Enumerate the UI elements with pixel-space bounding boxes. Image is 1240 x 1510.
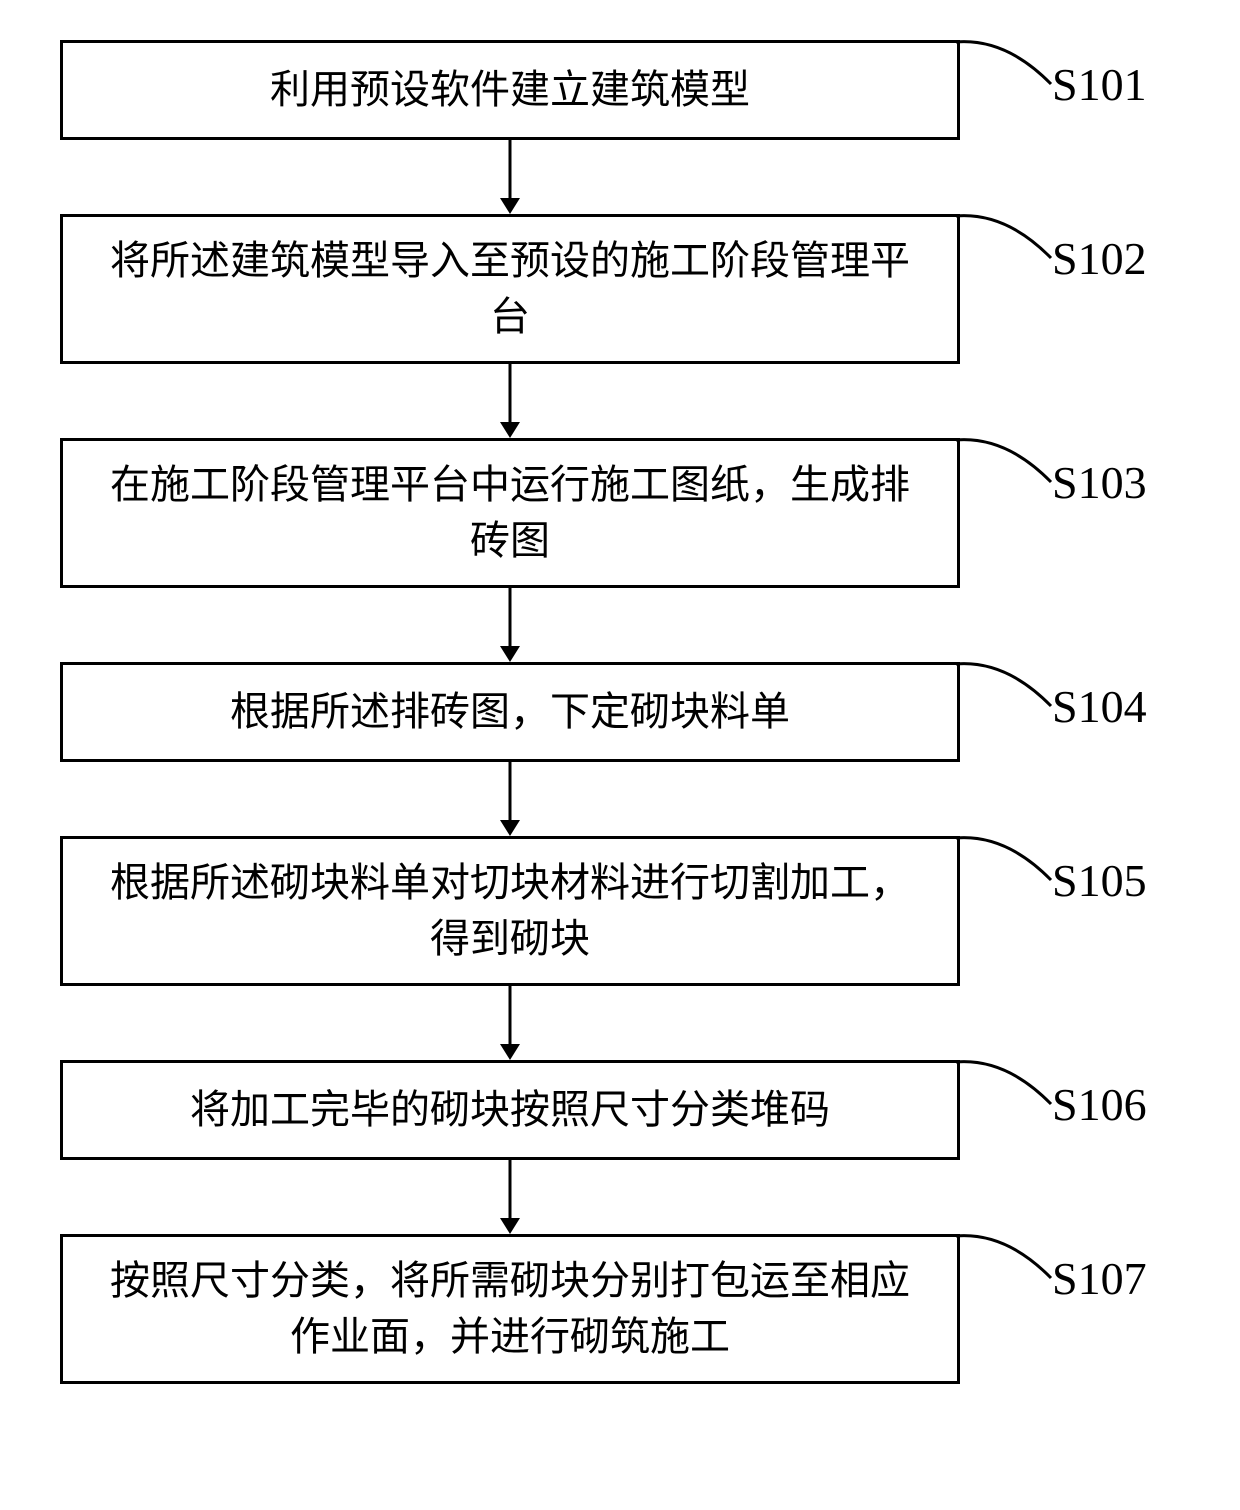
step-label-wrapper: S106 (960, 1060, 1180, 1160)
step-text: 将加工完毕的砌块按照尺寸分类堆码 (190, 1082, 830, 1138)
step-text: 利用预设软件建立建筑模型 (270, 62, 750, 118)
step-box: 将加工完毕的砌块按照尺寸分类堆码 (60, 1060, 960, 1160)
step-text: 将所述建筑模型导入至预设的施工阶段管理平台 (93, 233, 927, 345)
flowchart-step: 根据所述排砖图，下定砌块料单 S104 (60, 662, 1180, 762)
flowchart-step: 在施工阶段管理平台中运行施工图纸，生成排砖图 S103 (60, 438, 1180, 588)
step-label-wrapper: S101 (960, 40, 1180, 140)
flow-arrow (60, 1160, 960, 1234)
step-box: 按照尺寸分类，将所需砌块分别打包运至相应作业面，并进行砌筑施工 (60, 1234, 960, 1384)
flowchart-step: 将所述建筑模型导入至预设的施工阶段管理平台 S102 (60, 214, 1180, 364)
step-id-label: S104 (1052, 680, 1147, 733)
step-box: 将所述建筑模型导入至预设的施工阶段管理平台 (60, 214, 960, 364)
step-id-label: S103 (1052, 456, 1147, 509)
step-label-wrapper: S103 (960, 438, 1180, 588)
flow-arrow (60, 762, 960, 836)
step-text: 按照尺寸分类，将所需砌块分别打包运至相应作业面，并进行砌筑施工 (93, 1253, 927, 1365)
step-box: 根据所述砌块料单对切块材料进行切割加工，得到砌块 (60, 836, 960, 986)
flowchart-step: 根据所述砌块料单对切块材料进行切割加工，得到砌块 S105 (60, 836, 1180, 986)
step-text: 在施工阶段管理平台中运行施工图纸，生成排砖图 (93, 457, 927, 569)
step-label-wrapper: S104 (960, 662, 1180, 762)
step-id-label: S106 (1052, 1078, 1147, 1131)
step-label-wrapper: S107 (960, 1234, 1180, 1384)
step-text: 根据所述排砖图，下定砌块料单 (230, 684, 790, 740)
flow-arrow (60, 986, 960, 1060)
step-box: 利用预设软件建立建筑模型 (60, 40, 960, 140)
flowchart-container: 利用预设软件建立建筑模型 S101 将所述建筑模型导入至预设的施工阶段管理平台 … (60, 40, 1180, 1384)
step-box: 根据所述排砖图，下定砌块料单 (60, 662, 960, 762)
step-box: 在施工阶段管理平台中运行施工图纸，生成排砖图 (60, 438, 960, 588)
flow-arrow (60, 140, 960, 214)
flow-arrow (60, 364, 960, 438)
step-id-label: S107 (1052, 1252, 1147, 1305)
flowchart-step: 将加工完毕的砌块按照尺寸分类堆码 S106 (60, 1060, 1180, 1160)
flowchart-step: 按照尺寸分类，将所需砌块分别打包运至相应作业面，并进行砌筑施工 S107 (60, 1234, 1180, 1384)
step-id-label: S101 (1052, 58, 1147, 111)
step-label-wrapper: S105 (960, 836, 1180, 986)
step-text: 根据所述砌块料单对切块材料进行切割加工，得到砌块 (93, 855, 927, 967)
flow-arrow (60, 588, 960, 662)
step-id-label: S102 (1052, 232, 1147, 285)
step-label-wrapper: S102 (960, 214, 1180, 364)
step-id-label: S105 (1052, 854, 1147, 907)
flowchart-step: 利用预设软件建立建筑模型 S101 (60, 40, 1180, 140)
